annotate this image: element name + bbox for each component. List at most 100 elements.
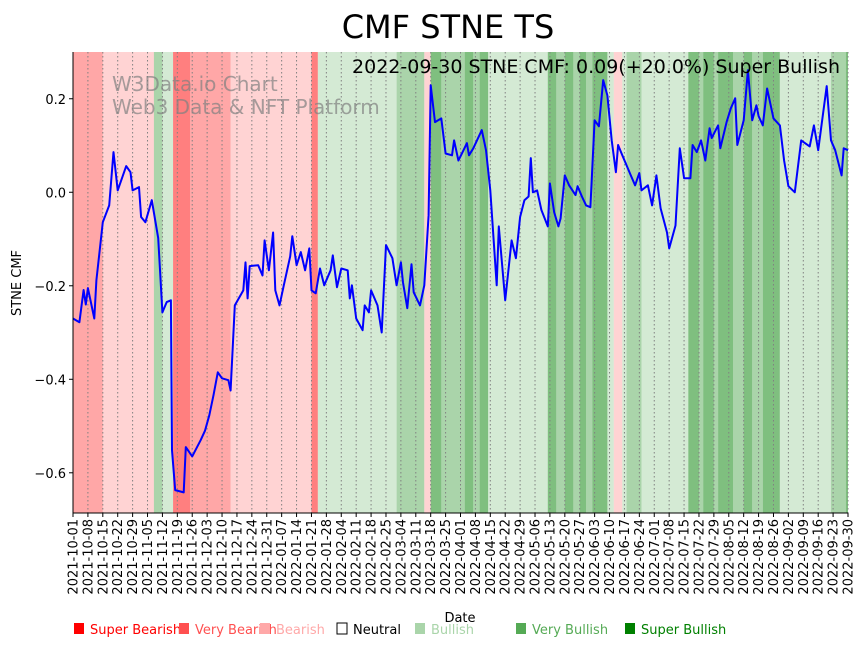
regime-band-super-bearish xyxy=(311,52,318,513)
regime-band-bullish xyxy=(641,52,689,513)
x-tick-label: 2022-09-23 xyxy=(827,519,842,595)
regime-band-bullish xyxy=(607,52,614,513)
x-tick-label: 2022-03-11 xyxy=(409,519,424,595)
regime-band-very-bullish xyxy=(752,52,763,513)
x-tick-label: 2022-01-21 xyxy=(305,519,320,595)
legend-label-super-bearish: Super Bearish xyxy=(90,623,181,638)
regime-band-very-bullish xyxy=(713,52,719,513)
x-tick-label: 2021-10-15 xyxy=(96,519,111,595)
legend-label-bullish: Bullish xyxy=(431,623,474,638)
legend-label-neutral: Neutral xyxy=(353,623,401,638)
legend-swatch-very-bearish xyxy=(179,623,189,634)
x-tick-label: 2022-07-01 xyxy=(648,519,663,595)
regime-band-super-bullish xyxy=(564,52,574,513)
legend-swatch-bearish xyxy=(260,623,270,634)
x-tick-label: 2021-11-19 xyxy=(171,519,186,595)
x-tick-label: 2022-08-05 xyxy=(722,519,737,595)
x-tick-label: 2022-09-02 xyxy=(782,519,797,595)
regime-band-very-bullish xyxy=(556,52,565,513)
x-tick-label: 2022-05-27 xyxy=(573,519,588,595)
regime-band-very-bullish xyxy=(733,52,744,513)
x-tick-label: 2022-07-08 xyxy=(663,519,678,595)
legend-label-very-bearish: Very Bearish xyxy=(195,623,277,638)
chart-title: CMF STNE TS xyxy=(342,8,555,46)
x-tick-label: 2022-05-20 xyxy=(558,519,573,595)
x-axis-label: Date xyxy=(444,611,475,626)
regime-band-super-bullish xyxy=(547,52,557,513)
x-tick-label: 2021-11-12 xyxy=(156,519,171,595)
legend-swatch-super-bullish xyxy=(625,623,635,634)
x-grid xyxy=(72,52,849,513)
regime-band-super-bullish xyxy=(479,52,489,513)
regime-band-bearish xyxy=(424,52,431,513)
x-tick-label: 2022-07-15 xyxy=(678,519,693,595)
legend-swatch-neutral xyxy=(336,622,348,635)
regime-band-super-bullish xyxy=(762,52,780,513)
x-tick-label: 2021-12-17 xyxy=(230,519,245,595)
regime-band-super-bullish xyxy=(688,52,699,513)
x-tick-label: 2021-10-08 xyxy=(81,519,96,595)
regime-band-very-bullish xyxy=(573,52,580,513)
x-tick-label: 2022-01-14 xyxy=(290,519,305,595)
regime-band-very-bullish xyxy=(473,52,480,513)
x-tick-label: 2021-12-03 xyxy=(201,519,216,595)
regime-band-bullish xyxy=(622,52,627,513)
x-tick-label: 2021-11-26 xyxy=(186,519,201,595)
regime-band-super-bullish xyxy=(703,52,714,513)
regime-bands xyxy=(73,52,848,513)
legend-label-super-bullish: Super Bullish xyxy=(641,623,726,638)
x-tick-label: 2022-01-07 xyxy=(275,519,290,595)
regime-band-very-bullish xyxy=(153,52,163,513)
watermark-line-2: Web3 Data & NFT Platform xyxy=(112,95,380,119)
x-tick-label: 2022-09-30 xyxy=(842,519,857,595)
x-tick-label: 2022-06-10 xyxy=(603,519,618,595)
legend: Super Bearish Very Bearish Bearish Neutral B… xyxy=(74,622,726,638)
x-tick-label: 2022-03-25 xyxy=(439,519,454,595)
x-tick-label: 2022-02-25 xyxy=(379,519,394,595)
watermark-line-1: W3Data.io Chart xyxy=(112,72,278,96)
x-tick-label: 2022-02-11 xyxy=(350,519,365,595)
legend-swatch-super-bearish xyxy=(74,623,84,634)
regime-band-super-bullish xyxy=(743,52,753,513)
cmf-series-line xyxy=(72,69,849,494)
x-tick-label: 2022-06-17 xyxy=(618,519,633,595)
x-tick-label: 2022-07-29 xyxy=(707,519,722,595)
regime-band-super-bullish xyxy=(579,52,587,513)
regime-band-very-bullish xyxy=(441,52,465,513)
axes: 2021-10-01 2021-10-08 2021-10-15 2021-10-22… xyxy=(34,52,857,595)
x-tick-label: 2022-09-16 xyxy=(812,519,827,595)
x-tick-label: 2021-10-01 xyxy=(67,519,82,595)
regime-band-very-bearish xyxy=(190,52,231,513)
y-tick-label: −0.2 xyxy=(34,280,66,295)
x-tick-label: 2021-10-22 xyxy=(111,519,126,595)
legend-swatch-very-bullish xyxy=(516,623,526,634)
regime-band-very-bullish xyxy=(626,52,642,513)
x-tick-label: 2022-08-19 xyxy=(752,519,767,595)
x-tick-label: 2022-03-04 xyxy=(394,519,409,595)
x-tick-label: 2022-08-12 xyxy=(737,519,752,595)
x-tick-label: 2022-04-29 xyxy=(514,519,529,595)
x-tick-label: 2022-05-13 xyxy=(543,519,558,595)
regime-band-super-bullish xyxy=(464,52,474,513)
regime-band-bearish xyxy=(102,52,154,513)
regime-band-bullish xyxy=(488,52,548,513)
x-tick-label: 2022-06-24 xyxy=(633,519,648,595)
y-axis-label: STNE CMF xyxy=(10,250,25,316)
regime-band-bullish xyxy=(162,52,174,513)
regime-band-super-bearish xyxy=(173,52,191,513)
x-tick-label: 2022-04-01 xyxy=(454,519,469,595)
regime-band-super-bullish xyxy=(592,52,608,513)
regime-band-bullish xyxy=(779,52,831,513)
x-tick-label: 2021-12-31 xyxy=(260,519,275,595)
legend-label-bearish: Bearish xyxy=(276,623,325,638)
x-tick-label: 2022-04-22 xyxy=(499,519,514,595)
x-tick-label: 2022-02-04 xyxy=(335,519,350,595)
regime-band-super-bullish xyxy=(430,52,442,513)
regime-band-super-bullish xyxy=(718,52,734,513)
legend-label-very-bullish: Very Bullish xyxy=(532,623,608,638)
x-tick-label: 2022-04-15 xyxy=(484,519,499,595)
legend-swatch-bullish xyxy=(415,623,425,634)
x-tick-label: 2022-07-22 xyxy=(692,519,707,595)
regime-band-bearish xyxy=(613,52,623,513)
